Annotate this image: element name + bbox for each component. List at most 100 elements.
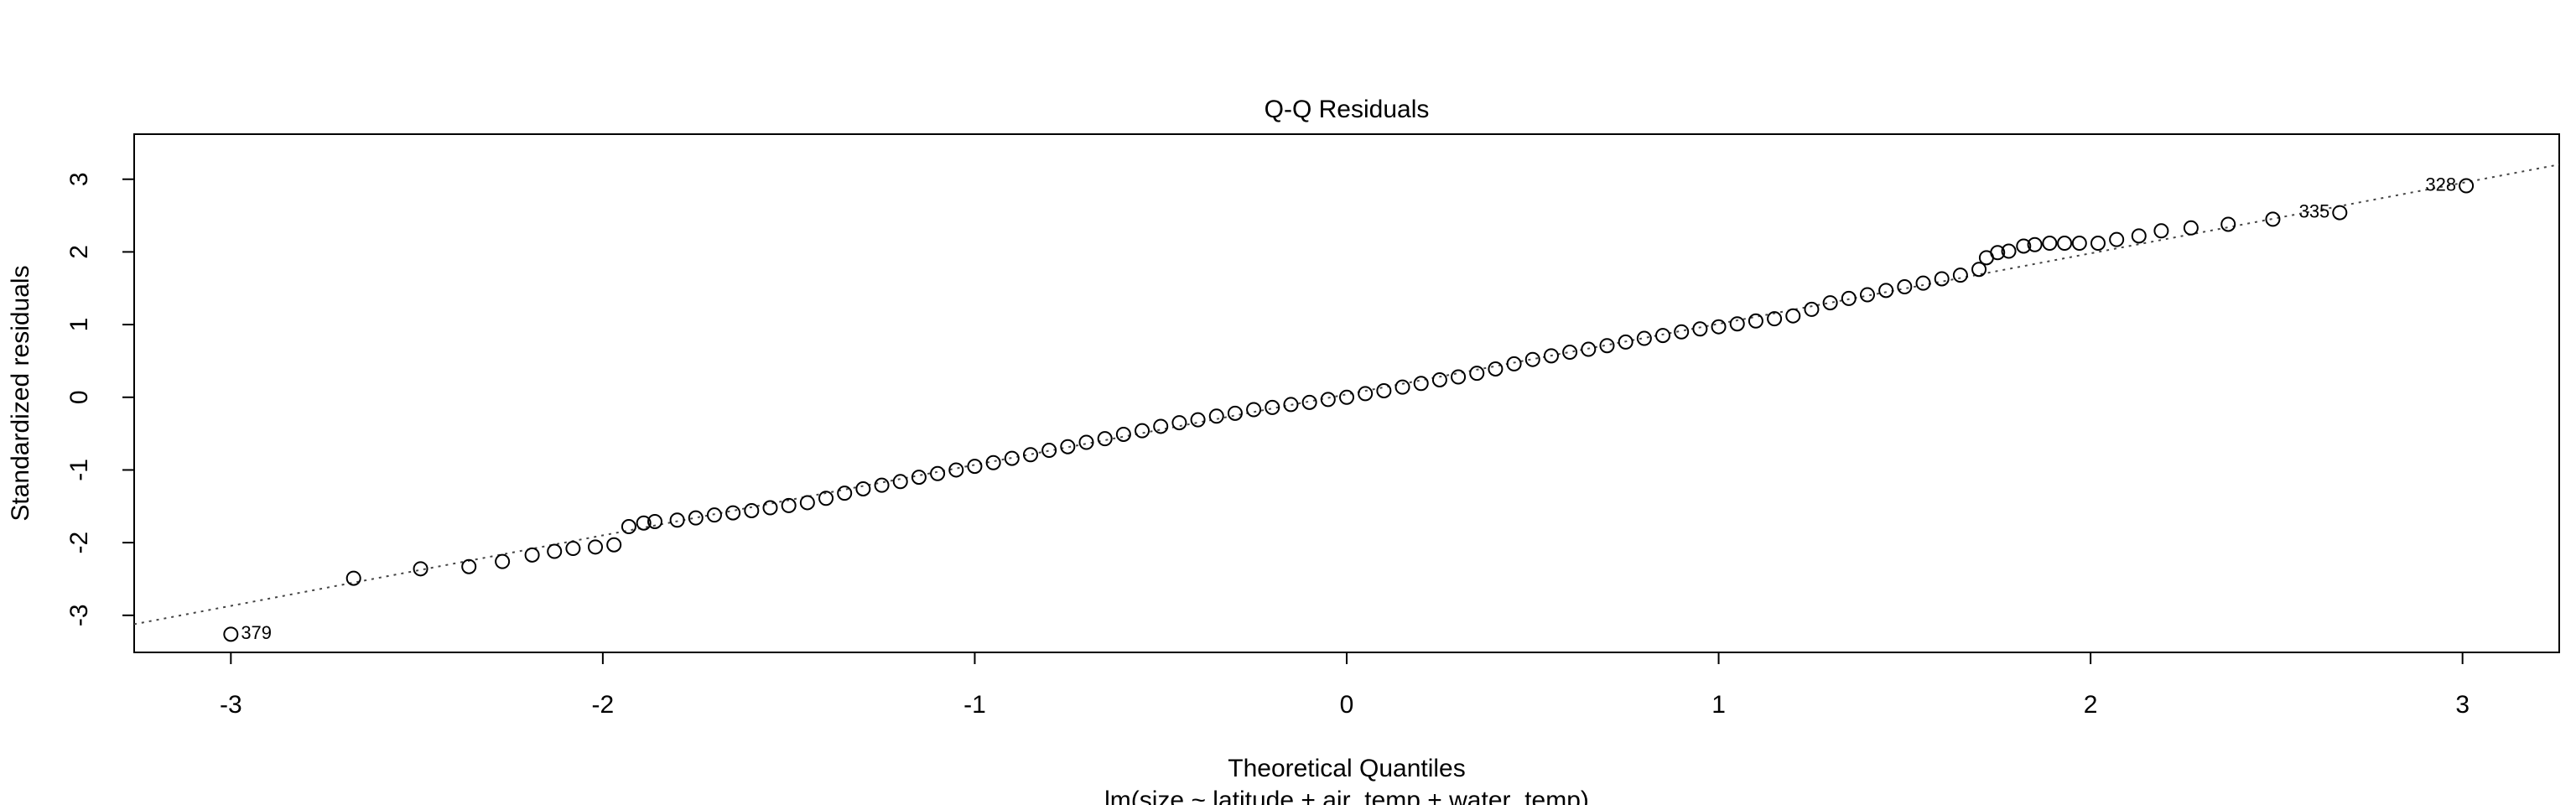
point [1041, 443, 1057, 459]
point [1748, 313, 1763, 329]
point [855, 480, 871, 496]
x-tick-label: -3 [220, 691, 242, 719]
x-tick-label: 0 [1340, 691, 1354, 719]
y-tick-label: 1 [65, 318, 93, 332]
point [1394, 379, 1410, 395]
point [2001, 243, 2017, 259]
y-axis-label: Standardized residuals [7, 265, 34, 521]
point [1878, 283, 1894, 299]
point [688, 510, 704, 526]
point [818, 491, 834, 506]
point [967, 459, 983, 475]
point [2027, 236, 2043, 252]
point [1469, 366, 1485, 382]
point-label: 335 [2299, 200, 2330, 221]
point [495, 553, 511, 569]
point [837, 486, 853, 501]
point [461, 558, 477, 574]
point [565, 541, 581, 557]
y-tick-label: 3 [65, 172, 93, 186]
point [744, 502, 760, 518]
point [1208, 408, 1224, 424]
point [524, 547, 540, 563]
point [1265, 399, 1280, 415]
point [2090, 236, 2106, 252]
x-tick-label: 3 [2455, 691, 2470, 719]
point [706, 507, 722, 523]
x-tick-label: -1 [963, 691, 986, 719]
point [2153, 223, 2169, 239]
chart-title: Q-Q Residuals [1265, 96, 1430, 123]
x-tick-label: 1 [1711, 691, 1726, 719]
point [1729, 316, 1745, 332]
point [647, 513, 662, 529]
point [1785, 308, 1801, 324]
point [1115, 426, 1131, 442]
y-tick-label: 2 [65, 245, 93, 259]
point [1153, 418, 1169, 434]
point [1636, 330, 1652, 346]
x-tick-label: 2 [2084, 691, 2098, 719]
point [1655, 328, 1671, 344]
point [1078, 434, 1094, 450]
point [1358, 386, 1374, 402]
point [2057, 236, 2073, 252]
point [345, 570, 361, 586]
point [669, 512, 685, 528]
point [1934, 271, 1950, 287]
point [1097, 431, 1113, 447]
point [223, 626, 239, 642]
point [1804, 301, 1820, 317]
point [1822, 295, 1838, 311]
point [1431, 371, 1447, 387]
point [621, 519, 636, 535]
point [1767, 311, 1783, 327]
point [1190, 412, 1206, 428]
point [1135, 423, 1150, 439]
point [1339, 389, 1354, 405]
point [1060, 439, 1076, 454]
point [1859, 287, 1875, 303]
x-tick-label: -2 [592, 691, 615, 719]
point [1301, 394, 1317, 410]
point [1004, 450, 1020, 466]
point [1283, 397, 1299, 413]
x-axis-label: Theoretical Quantiles [1228, 755, 1465, 782]
point [1971, 262, 1987, 278]
point [985, 454, 1001, 470]
point [1227, 405, 1243, 421]
point [1451, 369, 1467, 385]
point [1543, 348, 1559, 364]
point [1171, 415, 1187, 431]
point [2183, 220, 2199, 236]
point [1674, 324, 1690, 340]
point-label: 328 [2425, 174, 2456, 195]
point [1990, 245, 2006, 261]
point [1952, 267, 1968, 283]
point [588, 539, 604, 555]
point [636, 515, 652, 531]
y-tick-label: -2 [65, 532, 93, 554]
point [2220, 216, 2236, 232]
point [725, 505, 741, 521]
point [1413, 376, 1429, 392]
point [799, 495, 815, 511]
point [930, 465, 946, 481]
point [1376, 382, 1392, 398]
point [1488, 361, 1504, 377]
point [1506, 356, 1522, 371]
point [948, 462, 964, 478]
point [2265, 211, 2281, 227]
y-tick-label: -3 [65, 604, 93, 626]
point [1581, 341, 1597, 357]
point [1022, 447, 1038, 463]
point [1246, 402, 1262, 418]
point [1320, 392, 1336, 408]
point [1562, 345, 1578, 361]
point [2109, 231, 2125, 247]
point [874, 477, 890, 493]
y-tick-label: 0 [65, 390, 93, 404]
point-label: 379 [241, 622, 272, 643]
subtitle: lm(size ~ latitude + air_temp + water_te… [1104, 787, 1589, 805]
